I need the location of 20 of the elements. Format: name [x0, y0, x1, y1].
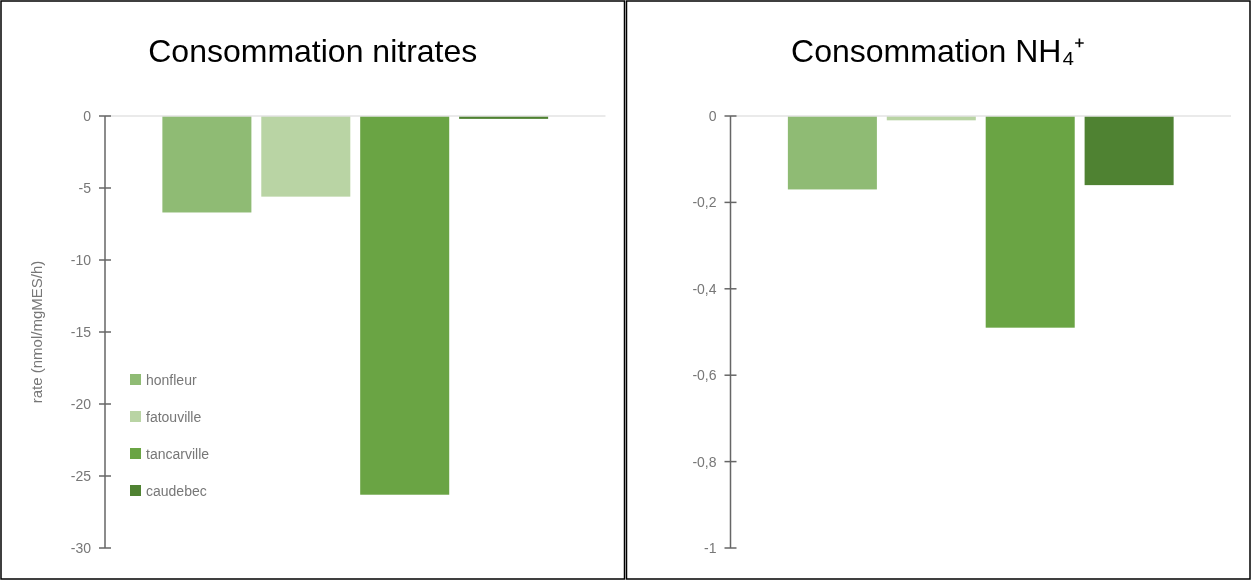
y-tick-label: -0,4: [692, 280, 717, 297]
y-tick-label: -5: [78, 179, 92, 196]
y-tick-label: -30: [70, 539, 92, 556]
y-axis-title: rate (nmol/mgMES/h): [28, 260, 45, 404]
y-tick-label: -20: [70, 395, 92, 412]
y-tick-label: -15: [70, 323, 92, 340]
chart-title: Consommation NH₄⁺: [791, 33, 1086, 69]
chart-title: Consommation nitrates: [148, 33, 478, 69]
y-tick-label: -1: [704, 539, 717, 556]
y-tick-label: -0,2: [692, 194, 717, 211]
y-tick-label: 0: [708, 107, 717, 124]
y-tick-label: -10: [70, 251, 92, 268]
y-tick-label: -0,6: [692, 367, 717, 384]
y-tick-label: -25: [70, 467, 92, 484]
y-tick-label: -0,8: [692, 453, 717, 470]
legend-label: fatouville: [146, 408, 202, 425]
y-tick-label: 0: [83, 107, 92, 124]
legend-label: caudebec: [146, 482, 207, 499]
legend-label: tancarville: [146, 445, 210, 462]
legend-label: honfleur: [146, 371, 197, 388]
